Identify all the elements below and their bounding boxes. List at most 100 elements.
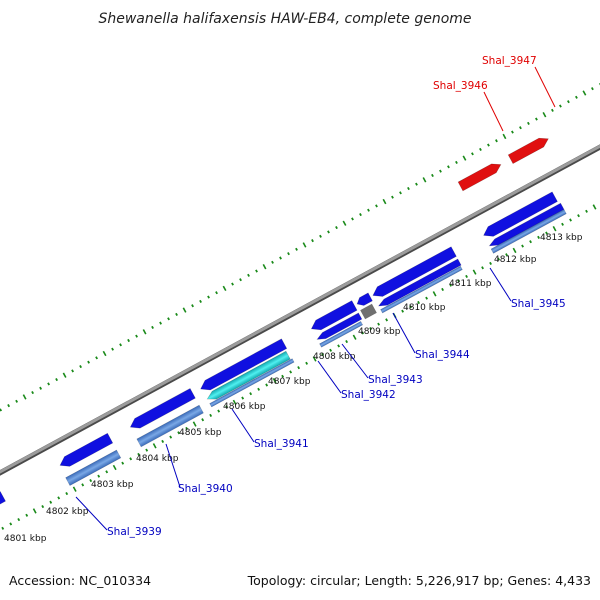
- inner-dot-tick: [32, 508, 37, 514]
- inner-dot-tick: [552, 226, 557, 232]
- gene-label-shal-3947[interactable]: Shal_3947: [482, 55, 537, 67]
- gene-label-shal-3939[interactable]: Shal_3939: [107, 526, 162, 538]
- gene-label-shal-3946[interactable]: Shal_3946: [433, 80, 488, 92]
- inner-dot-tick: [569, 218, 572, 222]
- inner-dot-tick: [241, 396, 245, 400]
- outer-dot-tick: [287, 252, 290, 256]
- inner-dot-tick: [401, 309, 405, 313]
- inner-dot-tick: [272, 377, 277, 384]
- outer-dot-tick: [119, 343, 122, 347]
- inner-dot-tick: [385, 318, 389, 322]
- cds-3940[interactable]: [136, 404, 204, 448]
- outer-dot-tick: [127, 338, 130, 343]
- gene-label-shal-3941[interactable]: Shal_3941: [254, 438, 309, 450]
- outer-dot-tick: [495, 139, 498, 143]
- outer-dot-tick: [95, 356, 98, 360]
- gene-arrow-3945[interactable]: [481, 191, 558, 240]
- outer-dot-tick: [182, 307, 187, 313]
- outer-dot-tick: [71, 369, 75, 373]
- rna-feature-3941[interactable]: [205, 350, 291, 403]
- outer-dot-tick: [222, 285, 227, 292]
- outer-dot-tick: [15, 399, 19, 403]
- outer-dot-tick: [142, 329, 147, 335]
- gene-arrow-3939[interactable]: [57, 432, 114, 470]
- cds-3941[interactable]: [209, 358, 295, 408]
- outer-dot-tick: [22, 394, 27, 400]
- outer-dot-tick: [135, 334, 138, 338]
- gene-arrow-3940[interactable]: [128, 388, 196, 432]
- gene-arrow-3943[interactable]: [355, 292, 373, 308]
- inner-dot-tick: [25, 513, 29, 517]
- inner-dot-tick: [297, 366, 301, 370]
- gene-lower-3942[interactable]: [315, 312, 363, 343]
- inner-dot-tick: [217, 409, 221, 413]
- inner-dot-tick: [432, 291, 437, 297]
- inner-dot-tick: [201, 418, 205, 422]
- leader-shal-3942: [317, 360, 342, 394]
- inner-dot-tick: [161, 439, 165, 444]
- outer-dot-tick: [567, 100, 570, 104]
- inner-dot-tick: [17, 518, 21, 522]
- gene-label-shal-3942[interactable]: Shal_3942: [341, 389, 396, 401]
- inner-dot-tick: [129, 457, 133, 461]
- inner-dot-tick: [489, 261, 492, 265]
- tick-label-4811: 4811 kbp: [449, 279, 492, 289]
- inner-dot-tick: [305, 361, 309, 365]
- inner-dot-tick: [337, 344, 341, 348]
- gene-arrow-3944[interactable]: [370, 246, 457, 301]
- gene-arrow-3942[interactable]: [309, 300, 358, 334]
- gene-lower-3944[interactable]: [377, 258, 462, 309]
- cds-3944[interactable]: [380, 265, 463, 314]
- tick-label-4808: 4808 kbp: [313, 352, 356, 362]
- inner-dot-tick: [345, 340, 349, 344]
- leader-shal-3941: [231, 408, 255, 443]
- outer-dot-tick: [247, 273, 250, 277]
- outer-dot-tick: [167, 317, 170, 321]
- outer-dot-tick: [591, 87, 594, 91]
- inner-dot-tick: [352, 334, 357, 340]
- gene-label-shal-3943[interactable]: Shal_3943: [368, 374, 423, 386]
- gene-label-shal-3945[interactable]: Shal_3945: [511, 298, 566, 310]
- inner-dot-tick: [185, 426, 189, 430]
- outer-dot-tick: [415, 182, 418, 186]
- inner-dot-tick: [441, 287, 444, 292]
- feature-3943[interactable]: [360, 303, 377, 320]
- tick-label-4812: 4812 kbp: [494, 255, 537, 265]
- cds-3945[interactable]: [490, 209, 567, 254]
- leader-shal-3945: [489, 267, 512, 302]
- gene-lower-3945[interactable]: [488, 202, 565, 249]
- genome-backbone: [0, 107, 600, 512]
- inner-dot-tick: [112, 464, 117, 471]
- inner-dot-tick: [592, 204, 597, 210]
- cds-3939[interactable]: [65, 449, 122, 486]
- outer-dot-tick: [239, 278, 242, 282]
- scale-tick-labels: 4801 kbp 4802 kbp 4803 kbp 4804 kbp 4805…: [4, 233, 583, 544]
- inner-dot-tick: [81, 483, 85, 487]
- cds-3942[interactable]: [319, 321, 364, 348]
- inner-dot-tick: [481, 266, 484, 270]
- outer-dot-tick: [327, 230, 330, 234]
- outer-dot-tick: [31, 391, 35, 395]
- outer-dot-tick: [191, 304, 194, 308]
- gene-arrow-3941[interactable]: [198, 338, 288, 394]
- outer-dot-tick: [0, 408, 3, 412]
- inner-dot-tick: [329, 348, 333, 352]
- outer-dot-tick: [7, 404, 11, 408]
- inner-dot-tick: [585, 209, 588, 213]
- gene-shal-3947[interactable]: [507, 134, 551, 165]
- gene-label-shal-3940[interactable]: Shal_3940: [178, 483, 233, 495]
- inner-dot-tick: [457, 279, 460, 283]
- gene-label-shal-3944[interactable]: Shal_3944: [415, 349, 470, 361]
- inner-dot-tick: [561, 222, 564, 226]
- gene-shal-3946[interactable]: [457, 160, 503, 192]
- outer-dot-tick: [439, 169, 442, 173]
- leader-shal-3943: [341, 343, 369, 379]
- forward-strand-genes: [457, 134, 551, 192]
- outer-dot-tick: [55, 377, 59, 382]
- gene-arrow-edge[interactable]: [0, 491, 6, 535]
- inner-dot-tick: [505, 253, 508, 257]
- inner-dot-tick: [177, 431, 181, 435]
- tick-label-4806: 4806 kbp: [223, 402, 266, 412]
- inner-dot-tick: [537, 235, 540, 239]
